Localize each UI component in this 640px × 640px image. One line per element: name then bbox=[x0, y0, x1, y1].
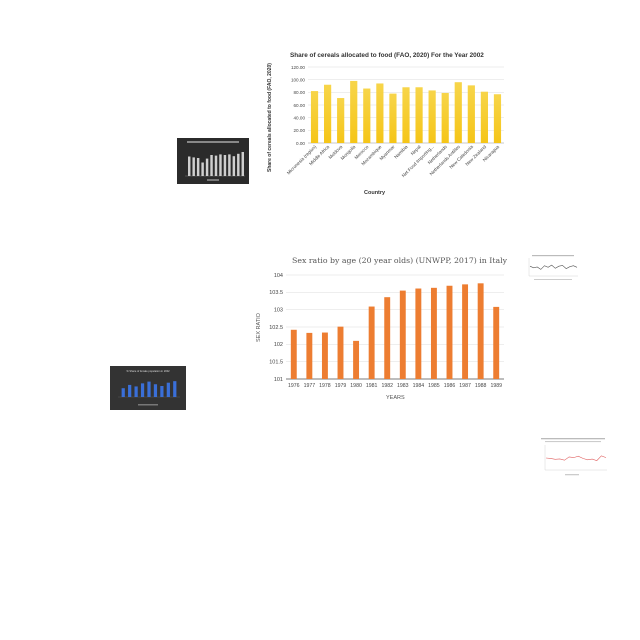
thumb-bar bbox=[196, 158, 200, 176]
y-tick-label: 102.5 bbox=[269, 325, 283, 331]
bar bbox=[462, 284, 469, 379]
bar bbox=[353, 340, 360, 379]
thumb-bar bbox=[192, 157, 195, 176]
sex-ratio-chart: Sex ratio by age (20 year olds) (UNWPP, … bbox=[256, 256, 508, 401]
thumb-bar bbox=[210, 155, 213, 176]
bar bbox=[389, 93, 397, 143]
y-tick-label: 40.00 bbox=[294, 115, 306, 120]
thumb-bar bbox=[205, 158, 209, 176]
thumbnail-red-line-chart[interactable] bbox=[535, 436, 611, 480]
y-tick-label: 101 bbox=[274, 377, 283, 383]
bar bbox=[324, 84, 332, 143]
thumb-bar bbox=[128, 384, 132, 397]
chart1-ylabel: Share of cereals allocated to food (FAO,… bbox=[267, 63, 273, 172]
thumbnail-blue-bar-chart[interactable]: % Share of female population in 2002 bbox=[110, 366, 186, 410]
bar bbox=[477, 283, 484, 379]
chart2-title: Sex ratio by age (20 year olds) (UNWPP, … bbox=[292, 256, 508, 265]
thumbnail-gray-bar-chart[interactable] bbox=[177, 138, 249, 184]
chart2-ylabel: SEX RATIO bbox=[256, 312, 262, 342]
x-tick-label: 1985 bbox=[428, 383, 440, 389]
bar bbox=[467, 85, 475, 143]
bar bbox=[337, 98, 345, 143]
bar bbox=[402, 87, 410, 143]
bar bbox=[368, 306, 375, 379]
thumb-bar bbox=[214, 155, 218, 176]
y-tick-label: 101.5 bbox=[269, 359, 283, 365]
y-tick-label: 120.00 bbox=[291, 65, 305, 70]
bar bbox=[376, 83, 384, 143]
y-tick-label: 103.5 bbox=[269, 290, 283, 296]
bar bbox=[399, 290, 406, 379]
thumb-bar bbox=[153, 384, 158, 397]
y-tick-label: 0.00 bbox=[296, 141, 305, 146]
thumb-bar bbox=[223, 155, 227, 176]
bar bbox=[384, 297, 391, 379]
y-tick-label: 104 bbox=[274, 273, 283, 279]
x-tick-label: 1981 bbox=[366, 383, 378, 389]
bar bbox=[428, 90, 436, 143]
thumb-line bbox=[529, 264, 578, 270]
y-tick-label: 100.00 bbox=[291, 77, 305, 82]
thumb-bar bbox=[219, 154, 222, 176]
bar bbox=[454, 82, 462, 143]
bar bbox=[441, 92, 449, 143]
bar bbox=[310, 91, 319, 143]
x-tick-label: 1978 bbox=[319, 383, 331, 389]
chart2-xlabel: YEARS bbox=[386, 395, 405, 401]
y-tick-label: 60.00 bbox=[294, 103, 306, 108]
bar bbox=[350, 80, 358, 143]
chart1-xlabel: Country bbox=[364, 190, 386, 196]
bar bbox=[480, 91, 488, 143]
y-tick-label: 80.00 bbox=[294, 90, 306, 95]
thumb-bar bbox=[134, 386, 138, 397]
thumb-bar bbox=[121, 388, 125, 397]
bar bbox=[493, 94, 502, 143]
y-tick-label: 20.00 bbox=[294, 128, 306, 133]
thumb-bar bbox=[140, 383, 145, 397]
thumbnail-line-chart[interactable] bbox=[526, 254, 580, 284]
bar bbox=[430, 287, 437, 379]
thumb-bar bbox=[228, 154, 231, 176]
bar bbox=[415, 288, 422, 379]
bar bbox=[446, 285, 453, 379]
x-tick-label: 1976 bbox=[288, 383, 300, 389]
x-tick-label: 1989 bbox=[490, 383, 502, 389]
bar bbox=[493, 306, 500, 379]
x-tick-label: 1983 bbox=[397, 383, 409, 389]
thumb-bar bbox=[201, 162, 204, 176]
thumb-bar bbox=[188, 156, 191, 176]
chart1-title: Share of cereals allocated to food (FAO,… bbox=[290, 52, 484, 59]
thumb-bar bbox=[237, 153, 240, 176]
bar bbox=[415, 87, 423, 143]
x-tick-label: 1984 bbox=[413, 383, 425, 389]
bar bbox=[290, 329, 297, 379]
x-tick-label: 1980 bbox=[350, 383, 362, 389]
bar bbox=[306, 332, 313, 379]
thumb-bar bbox=[160, 386, 164, 397]
x-tick-label: 1979 bbox=[335, 383, 347, 389]
y-tick-label: 102 bbox=[274, 342, 283, 348]
thumb-bar bbox=[147, 381, 151, 397]
x-tick-label: 1988 bbox=[475, 383, 487, 389]
x-tick-label: 1982 bbox=[381, 383, 393, 389]
thumb-bar bbox=[241, 152, 244, 176]
x-tick-label: 1987 bbox=[459, 383, 471, 389]
x-tick-label: 1977 bbox=[304, 383, 316, 389]
thumb-line bbox=[545, 455, 607, 461]
thumb-bar bbox=[166, 382, 170, 397]
x-tick-label: Namibia bbox=[393, 144, 409, 160]
x-tick-label: 1986 bbox=[444, 383, 456, 389]
cereals-chart: Share of cereals allocated to food (FAO,… bbox=[267, 52, 504, 196]
thumb2-title: % Share of female population in 2002 bbox=[126, 369, 170, 373]
bar bbox=[321, 332, 328, 379]
thumb-bar bbox=[173, 381, 177, 397]
bar bbox=[337, 326, 344, 379]
y-tick-label: 103 bbox=[274, 307, 283, 313]
thumb-bar bbox=[232, 156, 236, 176]
bar bbox=[363, 88, 371, 143]
